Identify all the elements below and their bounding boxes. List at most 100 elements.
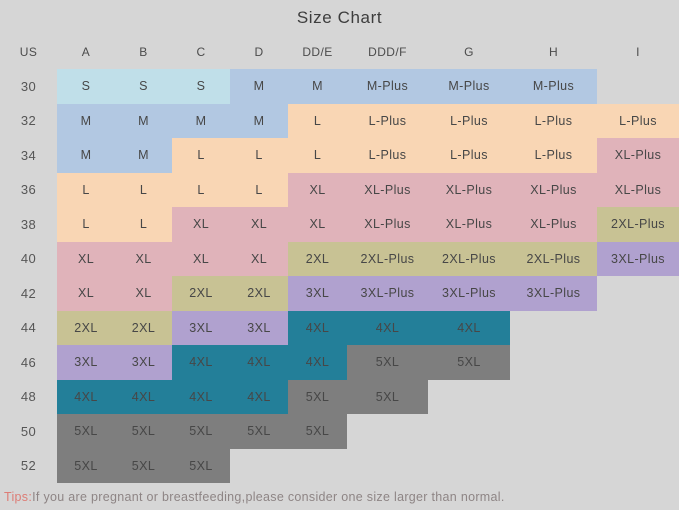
- empty-cell: [428, 380, 510, 415]
- page-title: Size Chart: [296, 7, 383, 27]
- size-cell: 4XL: [57, 379, 115, 414]
- size-cell: 5XL: [288, 379, 347, 414]
- size-cell: 5XL: [172, 414, 230, 449]
- empty-cell: [597, 345, 679, 380]
- size-cell: S: [57, 69, 115, 104]
- table-row: 44 2XL 2XL 3XL 3XL 4XL 4XL 4XL: [0, 310, 679, 346]
- size-cell: 2XL-Plus: [597, 207, 679, 242]
- size-cell: 5XL: [347, 345, 428, 380]
- size-cell: XL: [288, 207, 347, 242]
- size-cell: XL: [57, 276, 115, 311]
- empty-cell: [230, 449, 288, 484]
- size-cell: XL-Plus: [347, 172, 428, 207]
- size-cell: L: [57, 207, 115, 242]
- size-chart-table: US A B C D DD/E DDD/F G H I 30 S S S M M M-Plus M-Plus M-P…: [0, 35, 679, 483]
- size-cell: M: [288, 69, 347, 104]
- header-row: US A B C D DD/E DDD/F G H I: [0, 35, 679, 69]
- row-label: 50: [20, 423, 37, 439]
- column-header: G: [464, 45, 474, 59]
- size-cell: S: [172, 69, 230, 104]
- size-cell: XL: [115, 241, 172, 276]
- size-cell: M: [230, 103, 288, 138]
- size-cell: L-Plus: [597, 103, 679, 138]
- size-cell: 3XL: [57, 345, 115, 380]
- size-cell: M: [172, 103, 230, 138]
- size-cell: XL-Plus: [428, 172, 510, 207]
- size-cell: 5XL: [172, 448, 230, 483]
- size-cell: M: [57, 103, 115, 138]
- table-row: 46 3XL 3XL 4XL 4XL 4XL 5XL 5XL: [0, 345, 679, 380]
- empty-cell: [510, 449, 597, 484]
- size-cell: 4XL: [428, 310, 510, 345]
- column-header: A: [81, 45, 91, 59]
- size-cell: 3XL-Plus: [428, 276, 510, 311]
- row-label: 52: [20, 458, 37, 474]
- column-header: B: [139, 45, 148, 59]
- row-label: 48: [20, 389, 37, 405]
- column-header: DD/E: [302, 45, 333, 59]
- size-cell: L: [230, 138, 288, 173]
- tips-label: Tips:: [4, 490, 33, 504]
- column-header: D: [254, 45, 264, 59]
- size-cell: L: [115, 207, 172, 242]
- empty-cell: [510, 380, 597, 415]
- empty-cell: [597, 276, 679, 311]
- size-cell: 5XL: [57, 448, 115, 483]
- size-cell: XL: [115, 276, 172, 311]
- size-cell: M-Plus: [510, 69, 597, 104]
- size-cell: XL: [172, 241, 230, 276]
- size-cell: XL: [230, 207, 288, 242]
- size-cell: L-Plus: [428, 103, 510, 138]
- size-cell: L-Plus: [510, 103, 597, 138]
- empty-cell: [597, 449, 679, 484]
- size-cell: 3XL-Plus: [597, 241, 679, 276]
- table-row: 52 5XL 5XL 5XL: [0, 448, 679, 484]
- row-label: 40: [20, 251, 37, 267]
- size-cell: XL: [288, 172, 347, 207]
- size-cell: 2XL-Plus: [510, 241, 597, 276]
- size-cell: M: [230, 69, 288, 104]
- table-row: 34 M M L L L L-Plus L-Plus L-Plus XL-Plus: [0, 138, 679, 173]
- size-cell: XL-Plus: [510, 172, 597, 207]
- row-label: 36: [20, 182, 37, 198]
- size-cell: 2XL: [288, 241, 347, 276]
- size-cell: 3XL: [230, 310, 288, 345]
- table-row: 40 XL XL XL XL 2XL 2XL-Plus 2XL-Plus 2XL-Plus 3XL…: [0, 241, 679, 276]
- size-cell: 5XL: [428, 345, 510, 380]
- column-header: C: [196, 45, 206, 59]
- empty-cell: [597, 69, 679, 104]
- size-cell: 5XL: [115, 448, 172, 483]
- tips-text: If you are pregnant or breastfeeding,ple…: [32, 490, 505, 504]
- size-cell: 3XL-Plus: [347, 276, 428, 311]
- size-cell: 2XL: [115, 310, 172, 345]
- table-row: 36 L L L L XL XL-Plus XL-Plus XL-Plus XL-Plus: [0, 172, 679, 207]
- size-cell: 3XL: [115, 345, 172, 380]
- tips-line: Tips:If you are pregnant or breastfeedin…: [4, 490, 679, 504]
- size-cell: L: [115, 172, 172, 207]
- table-row: 32 M M M M L L-Plus L-Plus L-Plus L-Plus: [0, 103, 679, 138]
- size-cell: L-Plus: [428, 138, 510, 173]
- size-cell: XL-Plus: [510, 207, 597, 242]
- empty-cell: [510, 311, 597, 346]
- row-label: 44: [20, 320, 37, 336]
- size-cell: M-Plus: [428, 69, 510, 104]
- size-cell: 3XL: [288, 276, 347, 311]
- empty-cell: [510, 345, 597, 380]
- empty-cell: [347, 414, 428, 449]
- size-cell: L-Plus: [510, 138, 597, 173]
- size-cell: 5XL: [288, 414, 347, 449]
- size-cell: 5XL: [115, 414, 172, 449]
- size-cell: XL-Plus: [597, 138, 679, 173]
- size-cell: 4XL: [230, 345, 288, 380]
- size-cell: 3XL-Plus: [510, 276, 597, 311]
- column-header: I: [636, 45, 640, 59]
- size-cell: 2XL: [172, 276, 230, 311]
- size-cell: 2XL: [230, 276, 288, 311]
- size-cell: M: [57, 138, 115, 173]
- size-cell: 5XL: [57, 414, 115, 449]
- size-cell: 5XL: [230, 414, 288, 449]
- size-cell: XL-Plus: [597, 172, 679, 207]
- row-label: 34: [20, 147, 37, 163]
- size-cell: L: [230, 172, 288, 207]
- size-cell: 3XL: [172, 310, 230, 345]
